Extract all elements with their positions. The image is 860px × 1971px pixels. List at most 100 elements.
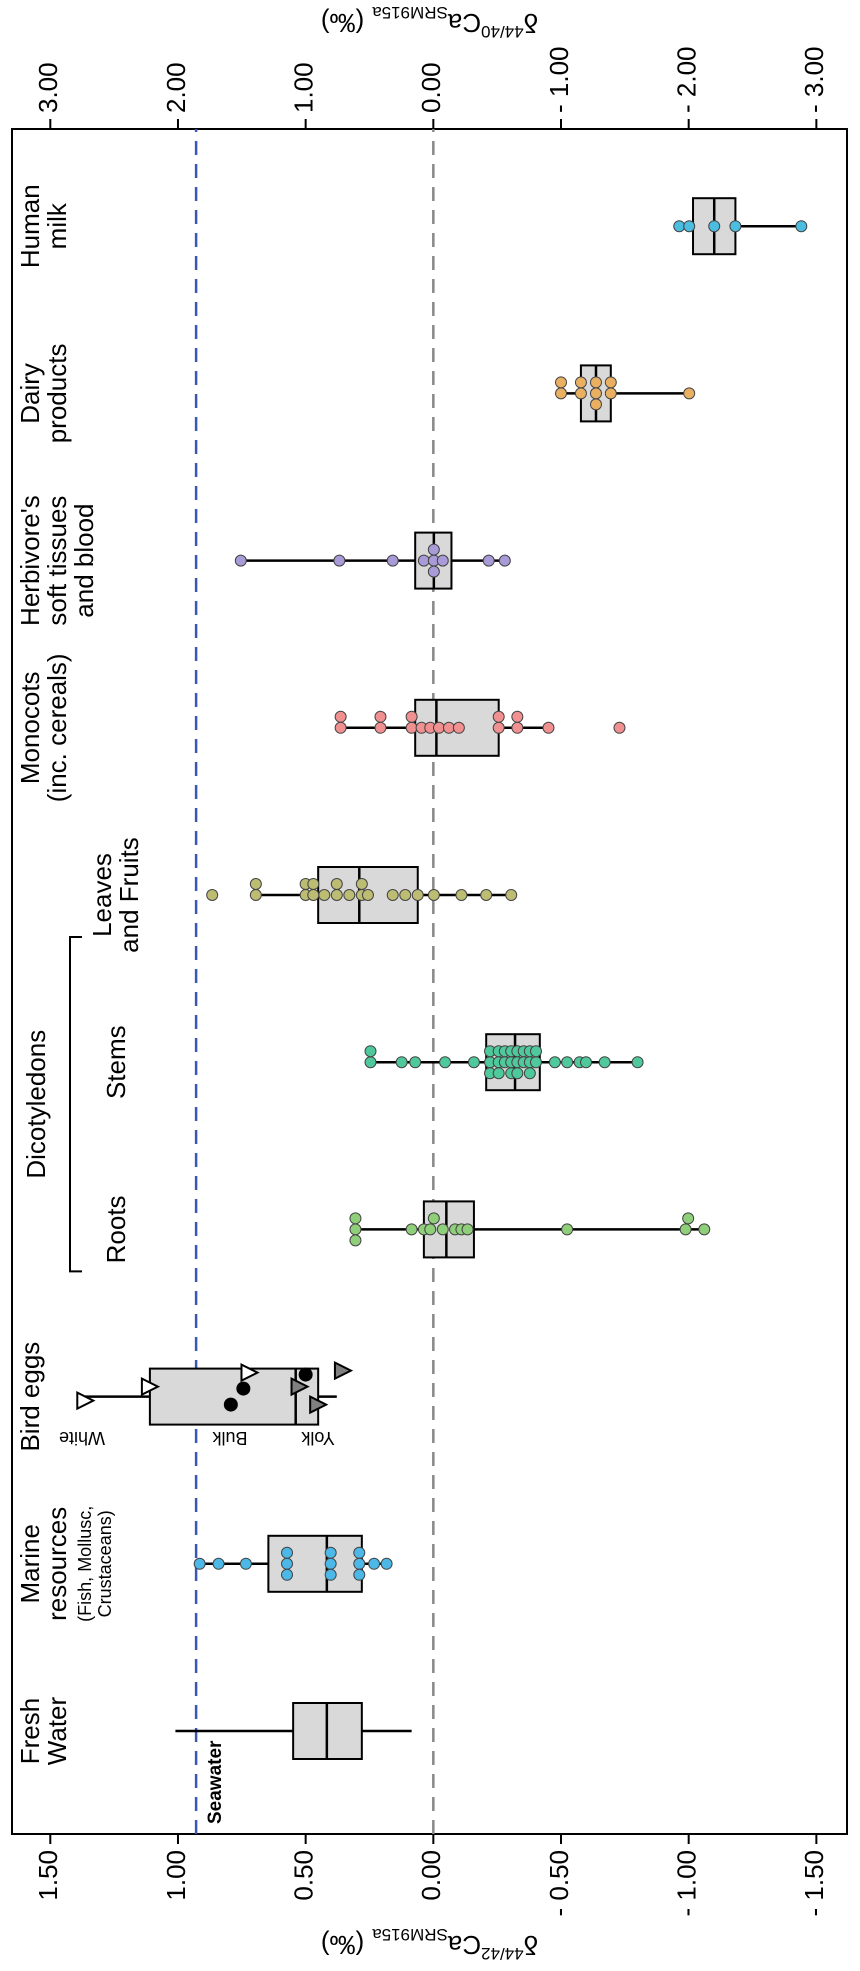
data-point <box>206 889 219 901</box>
data-point <box>395 1056 408 1069</box>
data-point <box>598 1056 611 1069</box>
y2-axis-title: δ44/40CaSRM915a (‰) <box>321 3 538 41</box>
y2-axis-title-unit: (‰) <box>321 8 364 38</box>
data-point <box>249 889 262 901</box>
y-axis-title: δ44/42CaSRM915a (‰) <box>321 1925 538 1963</box>
data-point <box>364 1045 377 1058</box>
data-point <box>386 889 399 901</box>
category-label: Human <box>15 184 45 268</box>
data-point <box>249 878 262 890</box>
data-point <box>698 1223 711 1236</box>
data-point <box>318 889 331 901</box>
data-point <box>439 1056 452 1069</box>
category-label: products <box>42 344 72 444</box>
y-tick-label: 0.00 <box>416 1850 446 1901</box>
data-point <box>604 376 617 389</box>
data-point <box>368 1557 381 1570</box>
data-point <box>424 1223 437 1236</box>
data-point <box>548 1056 561 1069</box>
data-point <box>334 721 347 734</box>
y-tick-label: 0.50 <box>289 1850 319 1901</box>
data-point <box>234 554 247 567</box>
y-axis-title-unit: (‰) <box>321 1930 364 1960</box>
y2-axis-title-sub: SRM915a <box>372 3 448 22</box>
data-point <box>307 889 320 901</box>
plot-frame <box>11 128 848 1835</box>
y2-axis-title-element: Ca <box>447 8 481 38</box>
data-point <box>239 1557 252 1570</box>
y-tick-label: - 1.50 <box>799 1850 829 1917</box>
data-point <box>324 1546 337 1559</box>
data-point <box>683 387 696 400</box>
egg-point <box>298 1367 313 1382</box>
category-label: Water <box>42 1696 72 1765</box>
data-point <box>334 710 347 723</box>
data-point <box>589 387 602 400</box>
data-point <box>452 721 465 734</box>
data-point <box>281 1568 294 1581</box>
y2-axis-title-sup: 44/40 <box>481 22 524 41</box>
reference-label: Seawater <box>205 1740 226 1824</box>
data-point <box>417 554 430 567</box>
data-point <box>511 1067 524 1080</box>
data-point <box>330 889 343 901</box>
category-label: and Fruits <box>114 837 144 953</box>
data-point <box>492 1067 505 1080</box>
category-label: soft tissues <box>42 496 72 626</box>
data-point <box>555 387 568 400</box>
y2-tick-label: - 2.00 <box>672 47 702 114</box>
y-tick-label: 1.50 <box>33 1850 63 1901</box>
data-point <box>604 387 617 400</box>
data-point <box>324 1568 337 1581</box>
y2-tick-label: - 3.00 <box>799 47 829 114</box>
data-point <box>409 1056 422 1069</box>
data-point <box>795 220 808 233</box>
data-point <box>374 710 387 723</box>
category-label: Stems <box>101 1025 131 1099</box>
group-bracket <box>69 936 82 1273</box>
data-point <box>405 1223 418 1236</box>
data-point <box>505 889 518 901</box>
category-label: Marine <box>15 1524 45 1603</box>
category-label: and blood <box>69 503 99 617</box>
data-point <box>432 721 445 734</box>
data-point <box>436 1223 449 1236</box>
egg-point <box>290 1376 310 1397</box>
y-axis-title-sup: 44/42 <box>481 1944 524 1963</box>
egg-group-label: Bulk <box>211 1428 247 1448</box>
egg-point <box>240 1362 260 1383</box>
category-label: Leaves <box>87 853 117 937</box>
category-label: resources <box>42 1507 72 1621</box>
data-point <box>455 889 468 901</box>
egg-group-label: Yolk <box>300 1428 334 1448</box>
data-point <box>683 220 696 233</box>
data-point <box>427 543 440 556</box>
data-point <box>498 554 511 567</box>
data-point <box>542 721 555 734</box>
category-label: (inc. cereals) <box>42 653 72 802</box>
y2-tick-label: 3.00 <box>33 62 63 113</box>
data-point <box>405 710 418 723</box>
data-point <box>436 554 449 567</box>
data-point <box>574 376 587 389</box>
data-point <box>380 1557 393 1570</box>
data-point <box>492 710 505 723</box>
egg-point <box>223 1397 238 1412</box>
egg-point <box>309 1394 329 1415</box>
egg-point <box>76 1390 96 1411</box>
y2-tick-label: - 1.00 <box>544 47 574 114</box>
data-point <box>349 1223 362 1236</box>
data-point <box>355 878 368 890</box>
data-point <box>529 1056 542 1069</box>
data-point <box>386 554 399 567</box>
egg-point <box>140 1376 161 1397</box>
data-point <box>574 387 587 400</box>
data-point <box>480 889 493 901</box>
data-point <box>492 721 505 734</box>
data-point <box>193 1557 206 1570</box>
category-label: Monocots <box>15 671 45 784</box>
data-point <box>523 1067 536 1080</box>
data-point <box>349 1234 362 1247</box>
y2-tick-label: 0.00 <box>416 62 446 113</box>
